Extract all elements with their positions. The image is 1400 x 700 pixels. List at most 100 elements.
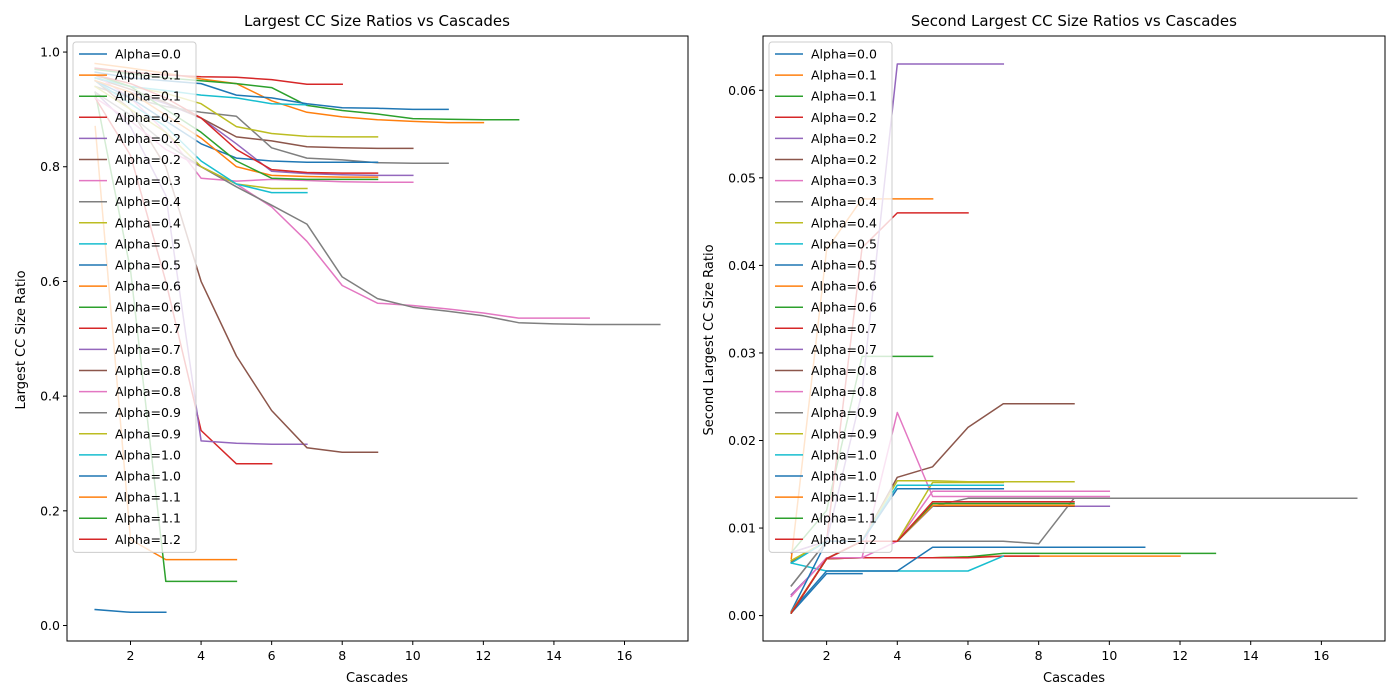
legend-item: Alpha=0.7 — [775, 321, 877, 336]
legend-item: Alpha=0.2 — [775, 110, 877, 125]
legend-item: Alpha=0.1 — [775, 89, 877, 104]
legend-label: Alpha=0.4 — [115, 215, 181, 230]
legend-item: Alpha=0.4 — [775, 194, 877, 209]
legend-label: Alpha=0.6 — [811, 300, 877, 315]
legend-item: Alpha=0.2 — [79, 110, 181, 125]
y-tick-label: 1.0 — [40, 45, 60, 60]
y-tick-label: 0.00 — [728, 608, 756, 623]
legend-label: Alpha=0.2 — [811, 131, 877, 146]
y-tick-label: 0.02 — [728, 433, 756, 448]
legend-label: Alpha=0.8 — [811, 384, 877, 399]
legend-label: Alpha=1.0 — [811, 469, 877, 484]
legend-item: Alpha=0.9 — [775, 426, 877, 441]
y-tick-label: 0.05 — [728, 170, 756, 185]
legend-label: Alpha=0.6 — [115, 300, 181, 315]
x-axis-label: Cascades — [346, 671, 408, 686]
legend-item: Alpha=0.2 — [775, 131, 877, 146]
series-line — [790, 572, 863, 615]
y-tick-label: 0.4 — [40, 389, 60, 404]
legend-label: Alpha=1.0 — [115, 469, 181, 484]
legend-item: Alpha=0.5 — [775, 258, 877, 273]
legend-item: Alpha=1.0 — [775, 447, 877, 462]
x-tick-label: 8 — [338, 648, 346, 663]
legend-item: Alpha=0.4 — [79, 215, 181, 230]
legend-item: Alpha=0.5 — [775, 236, 877, 251]
legend-label: Alpha=0.5 — [115, 258, 181, 273]
legend-item: Alpha=0.8 — [775, 384, 877, 399]
legend-label: Alpha=0.4 — [811, 194, 877, 209]
legend-label: Alpha=0.3 — [115, 173, 181, 188]
legend-label: Alpha=0.2 — [115, 152, 181, 167]
legend-item: Alpha=0.7 — [79, 342, 181, 357]
series-line — [94, 608, 167, 614]
legend-item: Alpha=1.2 — [79, 532, 181, 547]
y-tick-label: 0.8 — [40, 159, 60, 174]
legend-item: Alpha=0.3 — [79, 173, 181, 188]
chart-title: Largest CC Size Ratios vs Cascades — [244, 12, 510, 30]
y-tick-label: 0.06 — [728, 83, 756, 98]
y-tick-label: 0.2 — [40, 503, 60, 518]
legend-label: Alpha=0.2 — [811, 110, 877, 125]
legend-box — [72, 41, 197, 553]
x-tick-label: 14 — [546, 648, 562, 663]
legend-item: Alpha=0.0 — [79, 47, 181, 62]
legend-label: Alpha=0.6 — [115, 279, 181, 294]
legend-label: Alpha=1.1 — [811, 490, 877, 505]
legend-item: Alpha=1.0 — [79, 447, 181, 462]
legend-item: Alpha=0.1 — [79, 89, 181, 104]
legend-item: Alpha=0.8 — [775, 363, 877, 378]
x-tick-label: 14 — [1243, 648, 1259, 663]
axes-frame — [66, 35, 689, 642]
legend-item: Alpha=0.5 — [79, 258, 181, 273]
chart-second-largest-cc: Second Largest CC Size Ratios vs Cascade… — [702, 12, 1386, 686]
plot-area: 2 4 6 8 10 12 14 16 0.00 0.01 0.02 0.03 0.04 0.05 0.06… — [728, 35, 1386, 663]
x-ticks: 2 4 6 8 10 12 14 16 — [823, 641, 1329, 663]
legend-label: Alpha=0.8 — [811, 363, 877, 378]
legend-label: Alpha=0.7 — [115, 321, 181, 336]
legend: Alpha=0.0 Alpha=0.1 Alpha=0.1 Alpha=0.2 Alph… — [768, 41, 893, 553]
legend-label: Alpha=1.0 — [115, 447, 181, 462]
plot-area: 2 4 6 8 10 12 14 160.00.20.40.60.81.0 Alpha=0.0A… — [40, 35, 689, 663]
legend-item: Alpha=1.0 — [79, 469, 181, 484]
legend-item: Alpha=1.2 — [775, 532, 877, 547]
y-tick-label: 0.0 — [40, 618, 60, 633]
legend-item: Alpha=0.6 — [79, 300, 181, 315]
legend-item: Alpha=0.2 — [775, 152, 877, 167]
legend-label: Alpha=0.8 — [115, 363, 181, 378]
legend-item: Alpha=0.7 — [775, 342, 877, 357]
legend-label: Alpha=0.0 — [811, 47, 877, 62]
chart-title: Second Largest CC Size Ratios vs Cascade… — [911, 12, 1237, 30]
y-axis-label: Second Largest CC Size Ratio — [702, 244, 717, 435]
y-tick-label: 0.6 — [40, 274, 60, 289]
legend-label: Alpha=0.2 — [115, 110, 181, 125]
legend-item: Alpha=0.4 — [775, 215, 877, 230]
legend-label: Alpha=0.5 — [115, 236, 181, 251]
legend-item: Alpha=0.3 — [775, 173, 877, 188]
legend-label: Alpha=0.8 — [115, 384, 181, 399]
y-axis-label: Largest CC Size Ratio — [14, 270, 29, 409]
x-tick-label: 16 — [617, 648, 633, 663]
legend-box — [768, 41, 893, 553]
x-tick-label: 16 — [1313, 648, 1329, 663]
legend-item: Alpha=1.1 — [775, 490, 877, 505]
legend-label: Alpha=1.1 — [115, 511, 181, 526]
legend-label: Alpha=0.1 — [811, 68, 877, 83]
legend-item: Alpha=1.0 — [775, 469, 877, 484]
legend-item: Alpha=1.1 — [79, 490, 181, 505]
legend: Alpha=0.0 Alpha=0.1 Alpha=0.1 Alpha=0.2 Alph… — [72, 41, 197, 553]
y-tick-label: 0.01 — [728, 521, 756, 536]
legend-item: Alpha=0.9 — [79, 426, 181, 441]
legend-item: Alpha=0.0 — [775, 47, 877, 62]
x-ticks: 2 4 6 8 10 12 14 16 — [127, 641, 633, 663]
legend-item: Alpha=1.1 — [79, 511, 181, 526]
legend-label: Alpha=0.6 — [811, 279, 877, 294]
series-line — [790, 490, 1111, 598]
legend-label: Alpha=0.1 — [115, 68, 181, 83]
y-tick-label: 0.03 — [728, 345, 756, 360]
legend-label: Alpha=0.9 — [115, 405, 181, 420]
x-tick-label: 6 — [964, 648, 972, 663]
x-axis-label: Cascades — [1043, 671, 1105, 686]
y-ticks: 0.0 0.2 0.4 0.6 0.8 1.0 — [40, 45, 67, 633]
x-tick-label: 12 — [1172, 648, 1188, 663]
legend-label: Alpha=0.1 — [811, 89, 877, 104]
